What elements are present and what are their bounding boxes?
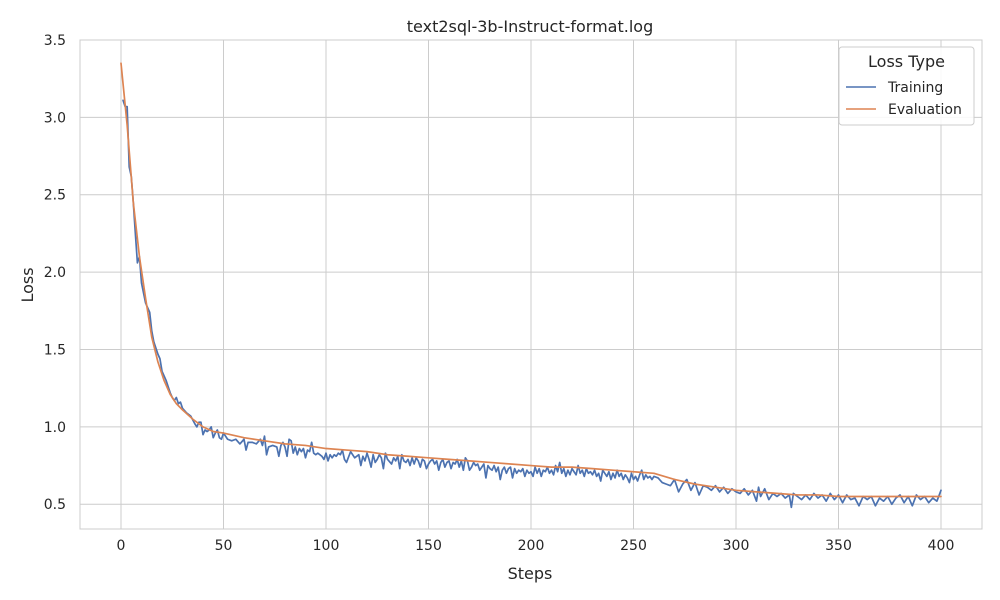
y-tick-label: 1.0 — [44, 420, 66, 436]
x-tick-label: 50 — [215, 538, 233, 554]
legend-box — [838, 46, 975, 126]
y-tick-label: 0.5 — [44, 497, 66, 513]
legend-label-training: Training — [887, 80, 943, 96]
x-tick-label: 150 — [415, 538, 442, 554]
y-tick-label: 3.0 — [44, 110, 66, 126]
legend-label-evaluation: Evaluation — [888, 102, 962, 118]
x-ticks: 0 50 100 150 200 250 300 350 400 — [117, 538, 955, 554]
x-tick-label: 300 — [723, 538, 750, 554]
chart-title: text2sql-3b-Instruct-format.log — [407, 17, 653, 36]
series-layer — [120, 62, 942, 509]
y-tick-label: 3.5 — [44, 33, 66, 49]
series-line-evaluation — [120, 62, 942, 498]
axes-frame — [79, 39, 983, 530]
y-tick-label: 2.5 — [44, 188, 66, 204]
legend: Loss Type Training Evaluation — [838, 46, 975, 126]
y-tick-label: 2.0 — [44, 265, 66, 281]
x-tick-label: 0 — [117, 538, 126, 554]
x-tick-label: 200 — [518, 538, 545, 554]
x-tick-label: 250 — [620, 538, 647, 554]
x-tick-label: 100 — [313, 538, 340, 554]
y-tick-label: 1.5 — [44, 342, 66, 358]
legend-title: Loss Type — [868, 52, 945, 71]
x-tick-label: 400 — [928, 538, 955, 554]
x-tick-label: 350 — [825, 538, 852, 554]
y-ticks: 0.5 1.0 1.5 2.0 2.5 3.0 3.5 — [44, 33, 66, 513]
x-axis-title: Steps — [508, 564, 553, 583]
y-axis-title: Loss — [18, 267, 37, 302]
